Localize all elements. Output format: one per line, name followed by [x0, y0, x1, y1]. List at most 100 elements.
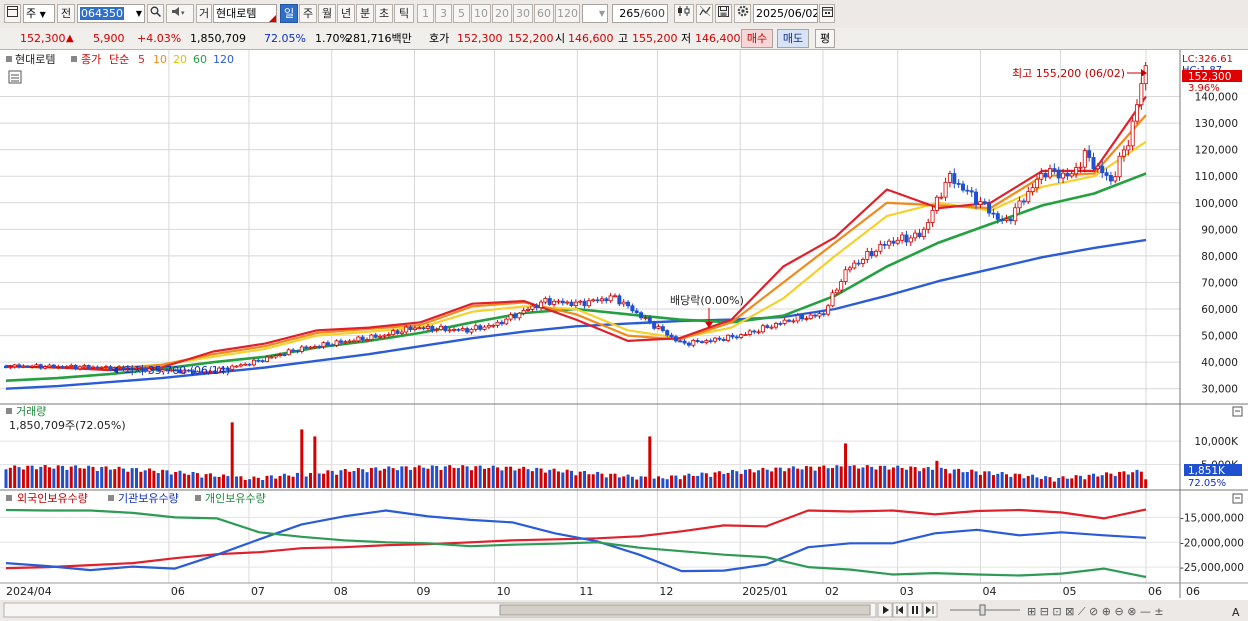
volume-percent-label: 72.05%	[1188, 478, 1226, 489]
volume-bar	[48, 467, 51, 488]
candle-body	[747, 330, 752, 335]
candle-body	[573, 301, 578, 306]
candle-body	[995, 213, 1000, 220]
interval-1[interactable]: 1	[417, 4, 434, 23]
candle-body	[25, 365, 30, 368]
market-select[interactable]: 주 ▼	[23, 4, 55, 23]
volume-bar	[182, 473, 186, 488]
candle-body	[978, 201, 983, 205]
candle-body	[1056, 169, 1061, 179]
stock-name-field[interactable]: 현대로템	[213, 4, 277, 23]
order-type-label[interactable]: 거	[196, 4, 212, 23]
scroll-thumb[interactable]	[499, 604, 871, 616]
crosshair-icon[interactable]	[696, 4, 713, 23]
period-minute[interactable]: 분	[356, 4, 374, 23]
period-tick[interactable]: 틱	[394, 4, 414, 23]
period-day[interactable]: 일	[280, 4, 298, 23]
volume-bar	[82, 468, 86, 488]
interval-30[interactable]: 30	[513, 4, 533, 23]
average-button[interactable]: 평	[815, 29, 835, 48]
volume-bar	[987, 471, 991, 488]
date-input[interactable]: 2025/06/02	[753, 4, 818, 23]
interval-60[interactable]: 60	[534, 4, 554, 23]
period-week[interactable]: 주	[299, 4, 317, 23]
volume-bar	[639, 476, 643, 488]
prev-button[interactable]: 전	[57, 4, 75, 23]
sell-button[interactable]: 매도	[777, 29, 809, 48]
candle-body	[726, 334, 731, 341]
period-month[interactable]: 월	[318, 4, 336, 23]
volume-bar	[1087, 474, 1091, 488]
volume-bar	[26, 465, 30, 488]
period-second[interactable]: 초	[375, 4, 393, 23]
candle-body	[652, 321, 657, 329]
candle-body	[321, 342, 326, 348]
calendar-icon[interactable]	[819, 4, 835, 23]
candle-body	[351, 340, 356, 343]
volume-bar	[356, 468, 360, 488]
volume-bar	[174, 471, 178, 488]
up-triangle-icon: ▲	[66, 33, 74, 44]
candle-body	[704, 340, 709, 344]
candle-body	[730, 334, 735, 338]
count-input[interactable]: 265/600	[612, 4, 668, 23]
volume-bar	[17, 467, 21, 488]
save-icon[interactable]	[715, 4, 732, 23]
zoom-slider-handle[interactable]	[979, 604, 986, 616]
candle-body	[891, 240, 896, 244]
period-year[interactable]: 년	[337, 4, 355, 23]
candle-body	[217, 367, 222, 373]
candle-body	[399, 331, 404, 334]
volume-bar	[400, 466, 404, 488]
change-percent: +4.03%	[137, 32, 182, 45]
candle-body	[599, 298, 604, 302]
x-tick-label: 02	[825, 585, 839, 598]
volume-bar	[443, 466, 447, 488]
candle-body	[743, 334, 748, 336]
legend-marker-icon	[71, 56, 77, 62]
candle-body	[947, 173, 952, 183]
candle-body	[1013, 207, 1018, 222]
volume-bar	[330, 470, 334, 488]
candle-body	[691, 340, 696, 346]
tool-icons[interactable]: ⊞ ⊟ ⊡ ⊠ ⟋ ⊘ ⊕ ⊖ ⊗ — ±	[1027, 605, 1164, 618]
y-tick-label: 60,000	[1201, 304, 1238, 316]
volume-bar	[369, 468, 373, 488]
volume-bar	[439, 469, 443, 488]
candle-body	[547, 298, 552, 305]
candle-body	[95, 366, 100, 369]
interval-3[interactable]: 3	[435, 4, 452, 23]
candle-body	[847, 267, 852, 271]
speaker-icon[interactable]: ▾	[166, 4, 194, 23]
volume-bar	[652, 478, 656, 488]
candle-body	[30, 365, 35, 368]
candle-body	[208, 370, 213, 373]
interval-10[interactable]: 10	[471, 4, 491, 23]
candle-body	[38, 364, 43, 369]
interval-120[interactable]: 120	[555, 4, 580, 23]
buy-button[interactable]: 매수	[741, 29, 773, 48]
candle-body	[417, 327, 422, 330]
interval-dropdown[interactable]: ▼	[582, 4, 608, 23]
legend-marker-icon	[6, 495, 12, 501]
gear-icon[interactable]	[734, 4, 751, 23]
candle-body	[808, 314, 813, 319]
stock-code-input[interactable]: 064350 ▼	[77, 4, 145, 23]
interval-20[interactable]: 20	[492, 4, 512, 23]
table-toggle-icon[interactable]	[8, 70, 22, 84]
candle-type-icon[interactable]	[674, 4, 694, 23]
volume-bar	[435, 465, 439, 488]
search-icon[interactable]	[147, 4, 164, 23]
window-menu-icon[interactable]	[4, 4, 21, 23]
stock-chart[interactable]: 30,000 40,000 50,000 60,000 70,000 80,000 90,0…	[0, 50, 1248, 621]
candle-body	[700, 341, 705, 344]
font-size-icon[interactable]: A	[1232, 606, 1240, 619]
pause-button[interactable]	[907, 602, 923, 618]
volume-bar	[239, 476, 243, 488]
candle-body	[608, 295, 613, 302]
volume-bar	[1109, 473, 1113, 488]
x-tick-label: 05	[1063, 585, 1077, 598]
candle-body	[69, 364, 74, 367]
interval-5[interactable]: 5	[453, 4, 470, 23]
volume-bar	[200, 477, 204, 488]
